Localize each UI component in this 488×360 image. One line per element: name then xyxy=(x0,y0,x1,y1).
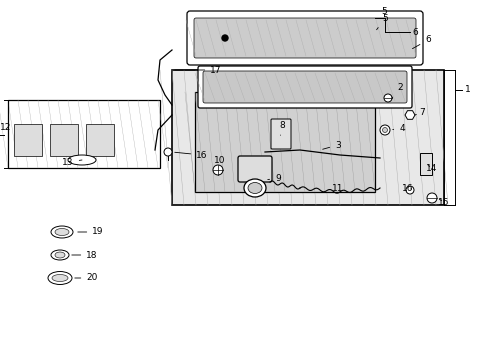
Text: 11: 11 xyxy=(331,184,343,193)
Circle shape xyxy=(379,125,389,135)
Text: 3: 3 xyxy=(322,140,340,149)
Text: 20: 20 xyxy=(75,274,98,283)
Ellipse shape xyxy=(244,179,265,197)
Circle shape xyxy=(213,165,223,175)
FancyBboxPatch shape xyxy=(194,18,415,58)
Text: 7: 7 xyxy=(414,108,424,117)
FancyBboxPatch shape xyxy=(172,70,443,205)
Circle shape xyxy=(222,35,227,41)
Text: 8: 8 xyxy=(279,121,285,135)
FancyBboxPatch shape xyxy=(86,124,114,156)
FancyBboxPatch shape xyxy=(14,124,42,156)
Text: 18: 18 xyxy=(72,251,98,260)
Text: 5: 5 xyxy=(376,14,387,30)
Circle shape xyxy=(426,193,436,203)
Circle shape xyxy=(163,148,172,156)
FancyBboxPatch shape xyxy=(238,156,271,182)
FancyBboxPatch shape xyxy=(203,71,406,103)
Ellipse shape xyxy=(51,250,69,260)
Text: 19: 19 xyxy=(78,228,103,237)
FancyBboxPatch shape xyxy=(186,11,422,65)
FancyBboxPatch shape xyxy=(419,153,431,175)
Text: 5: 5 xyxy=(380,7,386,16)
Ellipse shape xyxy=(51,226,73,238)
Text: 10: 10 xyxy=(214,156,225,170)
Text: 4: 4 xyxy=(392,123,404,132)
Polygon shape xyxy=(404,111,414,119)
Ellipse shape xyxy=(52,275,68,282)
Ellipse shape xyxy=(55,252,65,258)
FancyBboxPatch shape xyxy=(198,66,411,108)
Text: 17: 17 xyxy=(174,66,221,75)
FancyBboxPatch shape xyxy=(195,92,374,192)
FancyBboxPatch shape xyxy=(50,124,78,156)
Ellipse shape xyxy=(247,183,262,194)
Text: 1: 1 xyxy=(464,85,470,94)
Text: 6: 6 xyxy=(411,27,417,36)
Text: 12: 12 xyxy=(0,123,11,132)
Text: 14: 14 xyxy=(426,163,437,172)
FancyBboxPatch shape xyxy=(270,119,290,149)
Text: 15: 15 xyxy=(437,198,449,207)
Ellipse shape xyxy=(68,155,96,165)
Text: 9: 9 xyxy=(267,174,280,183)
Circle shape xyxy=(405,186,413,194)
Circle shape xyxy=(382,127,386,132)
Text: 2: 2 xyxy=(391,84,402,98)
Text: 6: 6 xyxy=(411,36,430,49)
FancyBboxPatch shape xyxy=(8,100,160,168)
Ellipse shape xyxy=(55,229,69,235)
Text: 13: 13 xyxy=(62,158,82,166)
Text: 16: 16 xyxy=(402,184,413,193)
Circle shape xyxy=(383,94,391,102)
Text: 16: 16 xyxy=(174,150,207,159)
Ellipse shape xyxy=(48,271,72,284)
